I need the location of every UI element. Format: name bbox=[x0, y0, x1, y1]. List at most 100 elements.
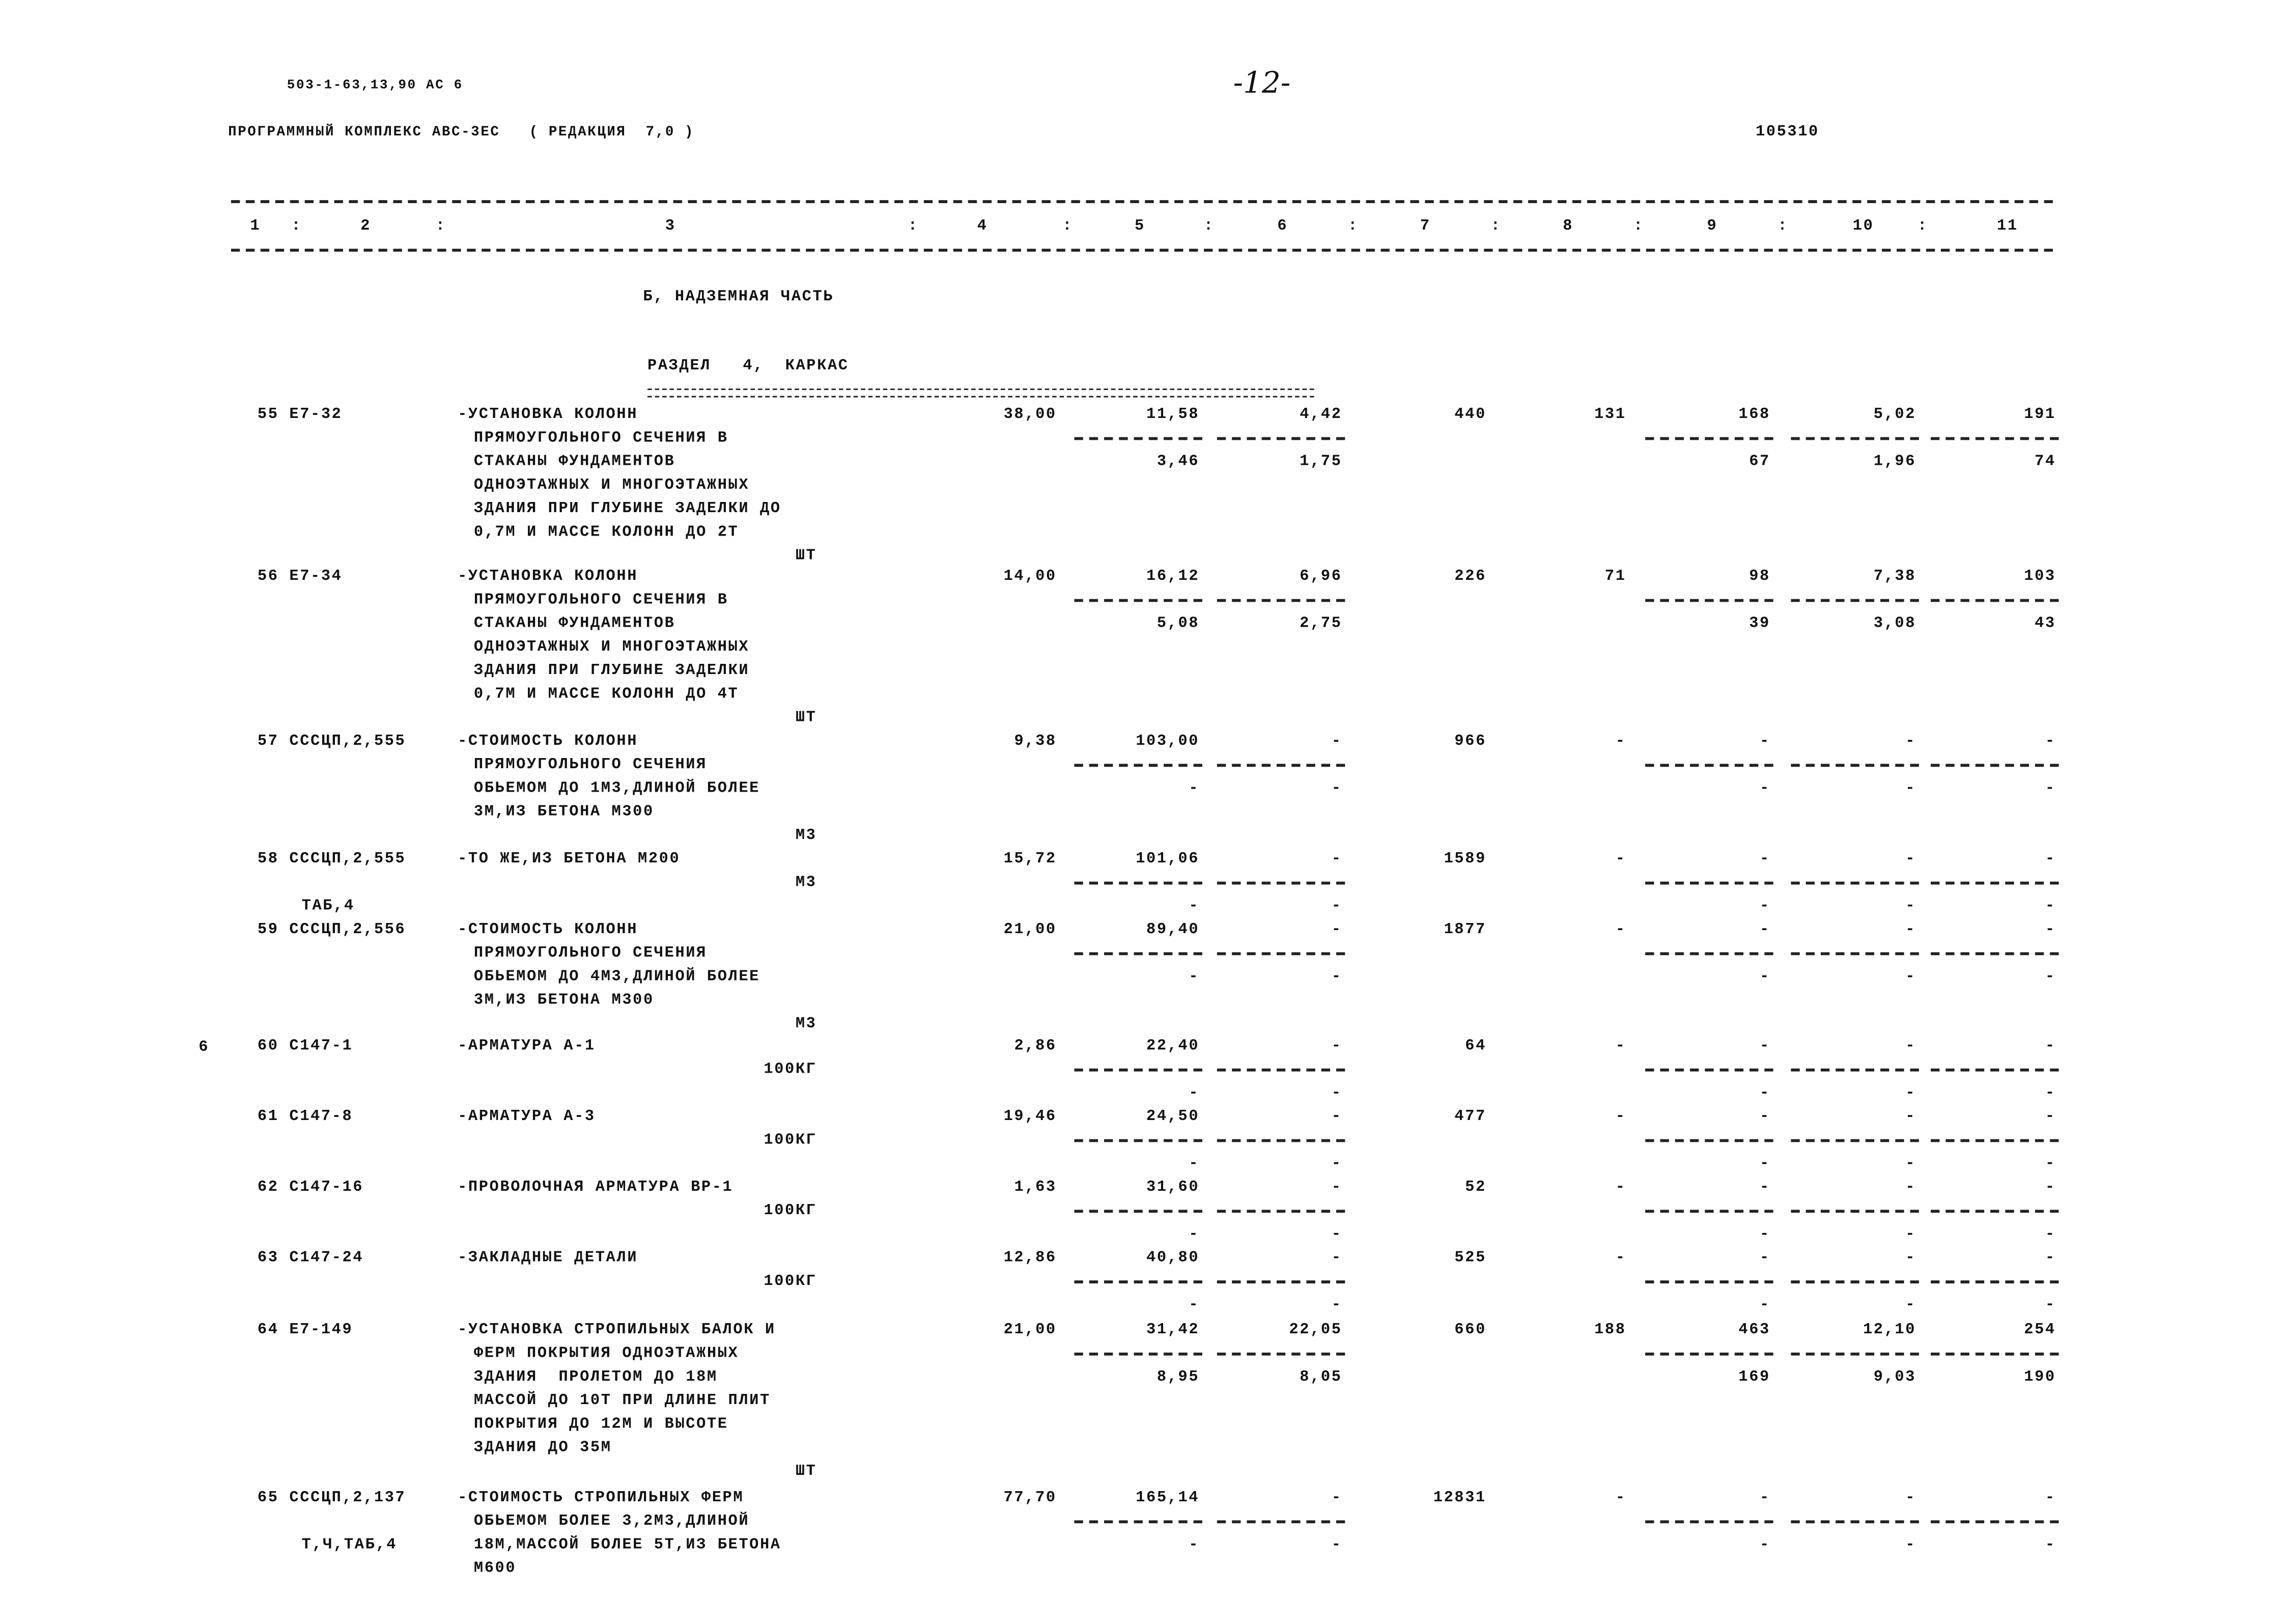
value-c6-wages: - bbox=[1331, 1155, 1342, 1173]
value-c6-wages: 2,75 bbox=[1300, 615, 1342, 633]
value-c8: 188 bbox=[1594, 1322, 1626, 1339]
value-c6-total: - bbox=[1331, 1108, 1342, 1126]
section-title: Б, НАДЗЕМНАЯ ЧАСТЬ bbox=[643, 288, 834, 306]
value-c6-wages: - bbox=[1331, 1536, 1342, 1554]
description-line: -СТОИМОСТЬ КОЛОНН bbox=[458, 921, 638, 939]
value-c11-wages: - bbox=[2045, 1155, 2056, 1173]
value-c10-total: 7,38 bbox=[1873, 568, 1916, 586]
value-divider bbox=[1074, 881, 1202, 885]
item-code: 60 С147-1 bbox=[257, 1038, 353, 1055]
subsection-title: РАЗДЕЛ 4, КАРКАС bbox=[647, 357, 849, 376]
value-c11-total: 191 bbox=[2024, 406, 2056, 424]
value-divider bbox=[1074, 952, 1202, 956]
value-divider bbox=[1074, 1210, 1202, 1213]
unit-of-measure: М3 bbox=[795, 1015, 817, 1033]
column-separator: : bbox=[1203, 217, 1215, 236]
value-c10-total: - bbox=[1905, 921, 1916, 939]
value-divider bbox=[1930, 1280, 2059, 1283]
value-c10-wages: - bbox=[1905, 1226, 1916, 1244]
description-line: ФЕРМ ПОКРЫТИЯ ОДНОЭТАЖНЫХ bbox=[473, 1345, 739, 1363]
value-c5-wages: 5,08 bbox=[1157, 615, 1200, 633]
description-line: ОБЬЕМОМ ДО 1М3,ДЛИНОЙ БОЛЕЕ bbox=[473, 780, 760, 798]
unit-of-measure: ШТ bbox=[795, 547, 817, 566]
value-c11-wages: 74 bbox=[2035, 453, 2056, 471]
value-divider bbox=[1645, 1520, 1773, 1524]
value-divider bbox=[1930, 1520, 2059, 1524]
value-c4: 9,38 bbox=[1014, 733, 1057, 751]
value-divider bbox=[1217, 1068, 1345, 1072]
value-c10-total: 12,10 bbox=[1863, 1322, 1916, 1339]
value-c11-total: - bbox=[2045, 850, 2056, 869]
value-c6-total: 4,42 bbox=[1300, 406, 1342, 424]
value-c9-wages: 39 bbox=[1749, 615, 1770, 633]
description-line: 0,7М И МАССЕ КОЛОНН ДО 2Т bbox=[473, 524, 739, 542]
value-c6-wages: 8,05 bbox=[1300, 1368, 1342, 1387]
value-divider bbox=[1930, 1352, 2059, 1356]
value-c8: - bbox=[1615, 921, 1626, 939]
description-line: ЗДАНИЯ ПРИ ГЛУБИНЕ ЗАДЕЛКИ bbox=[473, 662, 750, 680]
value-divider bbox=[1930, 1210, 2059, 1213]
description-line: -СТОИМОСТЬ СТРОПИЛЬНЫХ ФЕРМ bbox=[458, 1489, 744, 1507]
value-divider bbox=[1791, 437, 1919, 440]
value-c5-wages: - bbox=[1189, 780, 1200, 798]
value-c9-total: - bbox=[1760, 1249, 1770, 1268]
unit-of-measure: ШТ bbox=[795, 1463, 817, 1481]
value-c4: 21,00 bbox=[1003, 1322, 1057, 1339]
value-c9-wages: - bbox=[1760, 1296, 1770, 1314]
value-c11-wages: - bbox=[2045, 1536, 2056, 1554]
value-c6-wages: - bbox=[1331, 898, 1342, 916]
value-c9-total: - bbox=[1760, 1489, 1770, 1507]
column-separator: : bbox=[435, 217, 446, 236]
value-c6-wages: - bbox=[1331, 968, 1342, 986]
value-c5-wages: - bbox=[1189, 1296, 1200, 1314]
value-divider bbox=[1645, 952, 1773, 956]
value-c5-total: 103,00 bbox=[1136, 733, 1200, 751]
value-divider bbox=[1791, 1139, 1919, 1142]
value-c6-wages: - bbox=[1331, 1296, 1342, 1314]
description-line: -СТОИМОСТЬ КОЛОНН bbox=[458, 733, 638, 751]
value-c5-wages: 8,95 bbox=[1157, 1368, 1200, 1387]
value-c11-total: 103 bbox=[2024, 568, 2056, 586]
value-c4: 38,00 bbox=[1003, 406, 1057, 424]
description-line: -ЗАКЛАДНЫЕ ДЕТАЛИ bbox=[458, 1249, 638, 1268]
value-c9-wages: 169 bbox=[1738, 1368, 1770, 1387]
value-c10-wages: - bbox=[1905, 1084, 1916, 1103]
column-number: 1 bbox=[250, 217, 261, 236]
value-c10-wages: 3,08 bbox=[1873, 615, 1916, 633]
value-c8: - bbox=[1615, 850, 1626, 869]
column-number: 8 bbox=[1563, 217, 1574, 236]
description-line: 0,7М И МАССЕ КОЛОНН ДО 4Т bbox=[473, 686, 739, 704]
value-c5-wages: - bbox=[1189, 898, 1200, 916]
unit-of-measure: 100КГ bbox=[764, 1202, 817, 1220]
value-c10-wages: - bbox=[1905, 898, 1916, 916]
value-c9-wages: - bbox=[1760, 1536, 1770, 1554]
value-c11-wages: 43 bbox=[2035, 615, 2056, 633]
description-line: 3М,ИЗ БЕТОНА М300 bbox=[473, 803, 654, 822]
value-c8: - bbox=[1615, 1179, 1626, 1197]
value-c10-total: - bbox=[1905, 1489, 1916, 1507]
value-divider bbox=[1217, 1520, 1345, 1524]
value-c5-total: 89,40 bbox=[1146, 921, 1200, 939]
column-separator: : bbox=[908, 217, 919, 236]
column-separator: : bbox=[1490, 217, 1502, 236]
description-line: ОБЬЕМОМ БОЛЕЕ 3,2М3,ДЛИНОЙ bbox=[473, 1513, 750, 1531]
value-c9-total: - bbox=[1760, 850, 1770, 869]
value-c8: 71 bbox=[1604, 568, 1626, 586]
value-c4: 15,72 bbox=[1003, 850, 1057, 869]
value-c11-wages: - bbox=[2045, 780, 2056, 798]
description-line: М600 bbox=[473, 1560, 517, 1578]
value-divider bbox=[1217, 1210, 1345, 1213]
value-c4: 12,86 bbox=[1003, 1249, 1057, 1268]
value-divider bbox=[1645, 599, 1773, 602]
value-c11-total: - bbox=[2045, 733, 2056, 751]
value-divider bbox=[1645, 764, 1773, 767]
value-divider bbox=[1791, 764, 1919, 767]
column-separator: : bbox=[1778, 217, 1789, 236]
value-c5-wages: - bbox=[1189, 1226, 1200, 1244]
item-code: 65 СССЦП,2,137 bbox=[257, 1489, 406, 1507]
description-line: -УСТАНОВКА СТРОПИЛЬНЫХ БАЛОК И bbox=[458, 1322, 776, 1339]
value-c9-wages: 67 bbox=[1749, 453, 1770, 471]
value-c10-total: - bbox=[1905, 1249, 1916, 1268]
item-code: 55 Е7-32 bbox=[257, 406, 343, 424]
value-c5-wages: - bbox=[1189, 968, 1200, 986]
